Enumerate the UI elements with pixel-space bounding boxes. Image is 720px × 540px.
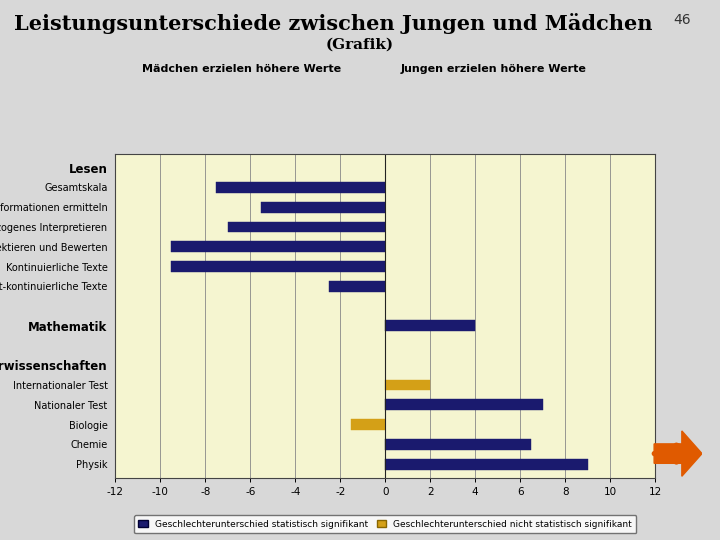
Bar — [171, 261, 385, 272]
Bar — [261, 202, 385, 213]
Bar — [329, 281, 385, 292]
Bar — [171, 241, 385, 252]
Bar — [385, 439, 531, 450]
Legend: Geschlechterunterschied statistisch signifikant, Geschlechterunterschied nicht s: Geschlechterunterschied statistisch sign… — [134, 515, 636, 534]
Text: 46: 46 — [674, 14, 691, 28]
Bar — [385, 400, 543, 410]
Bar — [385, 458, 588, 469]
Text: Mädchen erzielen höhere Werte: Mädchen erzielen höhere Werte — [142, 64, 341, 74]
Bar — [217, 182, 385, 193]
Text: Leistungsunterschiede zwischen Jungen und Mädchen: Leistungsunterschiede zwischen Jungen un… — [14, 14, 653, 35]
Polygon shape — [654, 431, 702, 476]
Bar — [385, 380, 431, 390]
Bar — [228, 221, 385, 232]
Text: Jungen erzielen höhere Werte: Jungen erzielen höhere Werte — [400, 64, 586, 74]
Bar — [351, 419, 385, 430]
Bar — [385, 320, 475, 331]
Text: (Grafik): (Grafik) — [326, 38, 394, 52]
